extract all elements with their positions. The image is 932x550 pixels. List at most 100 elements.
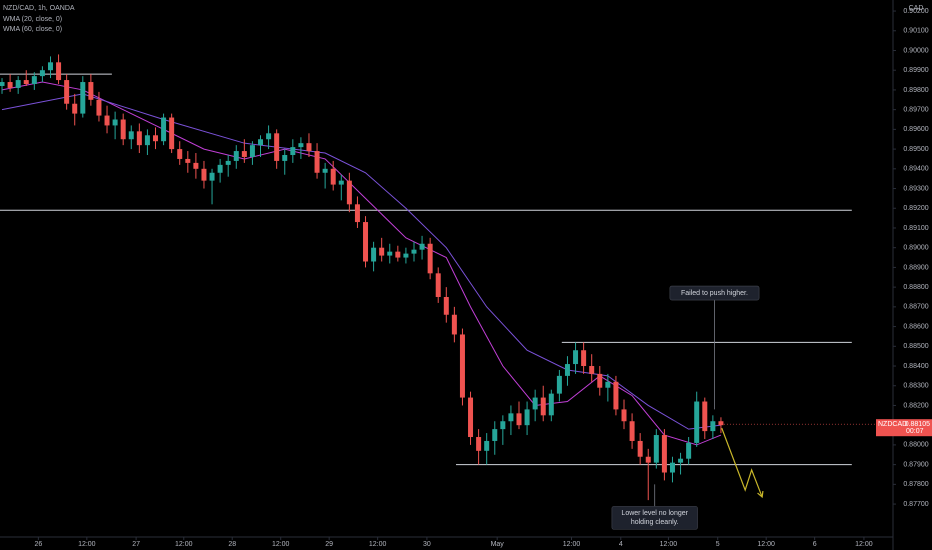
candle-body <box>468 397 474 438</box>
legend-entry: WMA (60, close, 0) <box>3 26 62 33</box>
x-tick-label: 4 <box>619 541 623 548</box>
y-tick-label: 0.87700 <box>903 501 928 508</box>
y-tick-label: 0.88800 <box>903 284 928 291</box>
candle-body <box>96 99 102 116</box>
candle-body <box>653 435 659 463</box>
last-price-label: 0.88105 <box>905 421 930 428</box>
y-tick-label: 0.87800 <box>903 481 928 488</box>
x-tick-label: 28 <box>228 541 236 548</box>
candle-body <box>411 249 417 254</box>
symbol-label: NZDCAD <box>878 421 907 428</box>
y-tick-label: 0.89700 <box>903 106 928 113</box>
candle-body <box>290 147 296 156</box>
y-tick-label: 0.88300 <box>903 383 928 390</box>
candle-body <box>7 82 13 88</box>
currency-label: CAD <box>909 5 924 12</box>
candle-body <box>508 413 514 422</box>
candle-body <box>39 70 45 77</box>
candle-body <box>395 251 401 258</box>
x-tick-label: 12:00 <box>757 541 775 548</box>
y-tick-label: 0.89900 <box>903 67 928 74</box>
wma-line <box>1 93 722 430</box>
y-tick-label: 0.90000 <box>903 47 928 54</box>
candle-body <box>371 247 377 262</box>
candle-body <box>581 350 587 367</box>
y-tick-label: 0.88500 <box>903 343 928 350</box>
x-tick-label: 27 <box>132 541 140 548</box>
candle-body <box>249 145 255 157</box>
x-tick-label: May <box>491 541 505 548</box>
candle-body <box>241 151 247 157</box>
candle-body <box>500 421 506 430</box>
candle-body <box>548 393 554 416</box>
candle-body <box>427 243 433 274</box>
x-tick-label: 12:00 <box>855 541 873 548</box>
candle-body <box>298 143 304 148</box>
x-tick-label: 12:00 <box>369 541 387 548</box>
x-tick-label: 5 <box>716 541 720 548</box>
y-tick-label: 0.87900 <box>903 461 928 468</box>
candle-body <box>217 164 223 173</box>
annotation-text: Failed to push higher. <box>681 290 748 297</box>
candle-body <box>686 442 692 459</box>
wma-line <box>1 81 722 446</box>
candle-body <box>540 397 546 416</box>
candle-body <box>379 247 385 256</box>
x-tick-label: 6 <box>813 541 817 548</box>
candle-body <box>314 151 320 173</box>
candle-body <box>564 364 570 376</box>
candle-body <box>64 80 70 104</box>
candle-body <box>144 135 150 146</box>
x-tick-label: 12:00 <box>660 541 678 548</box>
candle-body <box>120 119 126 140</box>
legend-entry: WMA (20, close, 0) <box>3 16 62 23</box>
annotation-text: holding cleanly. <box>631 519 679 526</box>
annotation-text: Lower level no longer <box>621 510 688 517</box>
candle-body <box>177 149 183 159</box>
candle-body <box>669 462 675 473</box>
candle-body <box>573 350 579 365</box>
candle-body <box>532 397 538 410</box>
candle-body <box>23 80 29 85</box>
candle-body <box>201 168 207 181</box>
candle-body <box>516 413 522 426</box>
y-tick-label: 0.88000 <box>903 442 928 449</box>
candle-body <box>56 62 62 81</box>
candle-body <box>72 103 78 114</box>
x-tick-label: 30 <box>423 541 431 548</box>
candle-body <box>597 373 603 388</box>
countdown-label: 00:07 <box>906 428 924 435</box>
candle-body <box>80 82 86 114</box>
candle-body <box>637 440 643 457</box>
y-tick-label: 0.88900 <box>903 264 928 271</box>
chart-title: NZD/CAD, 1h, OANDA <box>3 5 75 12</box>
candle-body <box>128 131 134 140</box>
y-tick-label: 0.88400 <box>903 363 928 370</box>
y-tick-label: 0.89800 <box>903 87 928 94</box>
candle-body <box>274 133 280 161</box>
candle-body <box>419 243 425 250</box>
candle-body <box>0 82 5 86</box>
candle-body <box>233 151 239 161</box>
candle-body <box>524 409 530 426</box>
candle-body <box>435 273 441 297</box>
y-tick-label: 0.88600 <box>903 323 928 330</box>
candle-body <box>702 401 708 432</box>
y-tick-label: 0.89200 <box>903 205 928 212</box>
candle-body <box>161 117 167 142</box>
candle-body <box>306 143 312 152</box>
annotation-box <box>611 506 698 530</box>
candle-body <box>169 117 175 150</box>
candle-body <box>346 180 352 205</box>
candle-body <box>136 131 142 146</box>
candle-body <box>718 421 724 426</box>
y-tick-label: 0.90200 <box>903 8 928 15</box>
candle-body <box>629 421 635 441</box>
candle-body <box>678 458 684 463</box>
candle-body <box>104 115 110 126</box>
candle-body <box>451 314 457 335</box>
candle-body <box>589 366 595 374</box>
candle-body <box>710 421 716 432</box>
